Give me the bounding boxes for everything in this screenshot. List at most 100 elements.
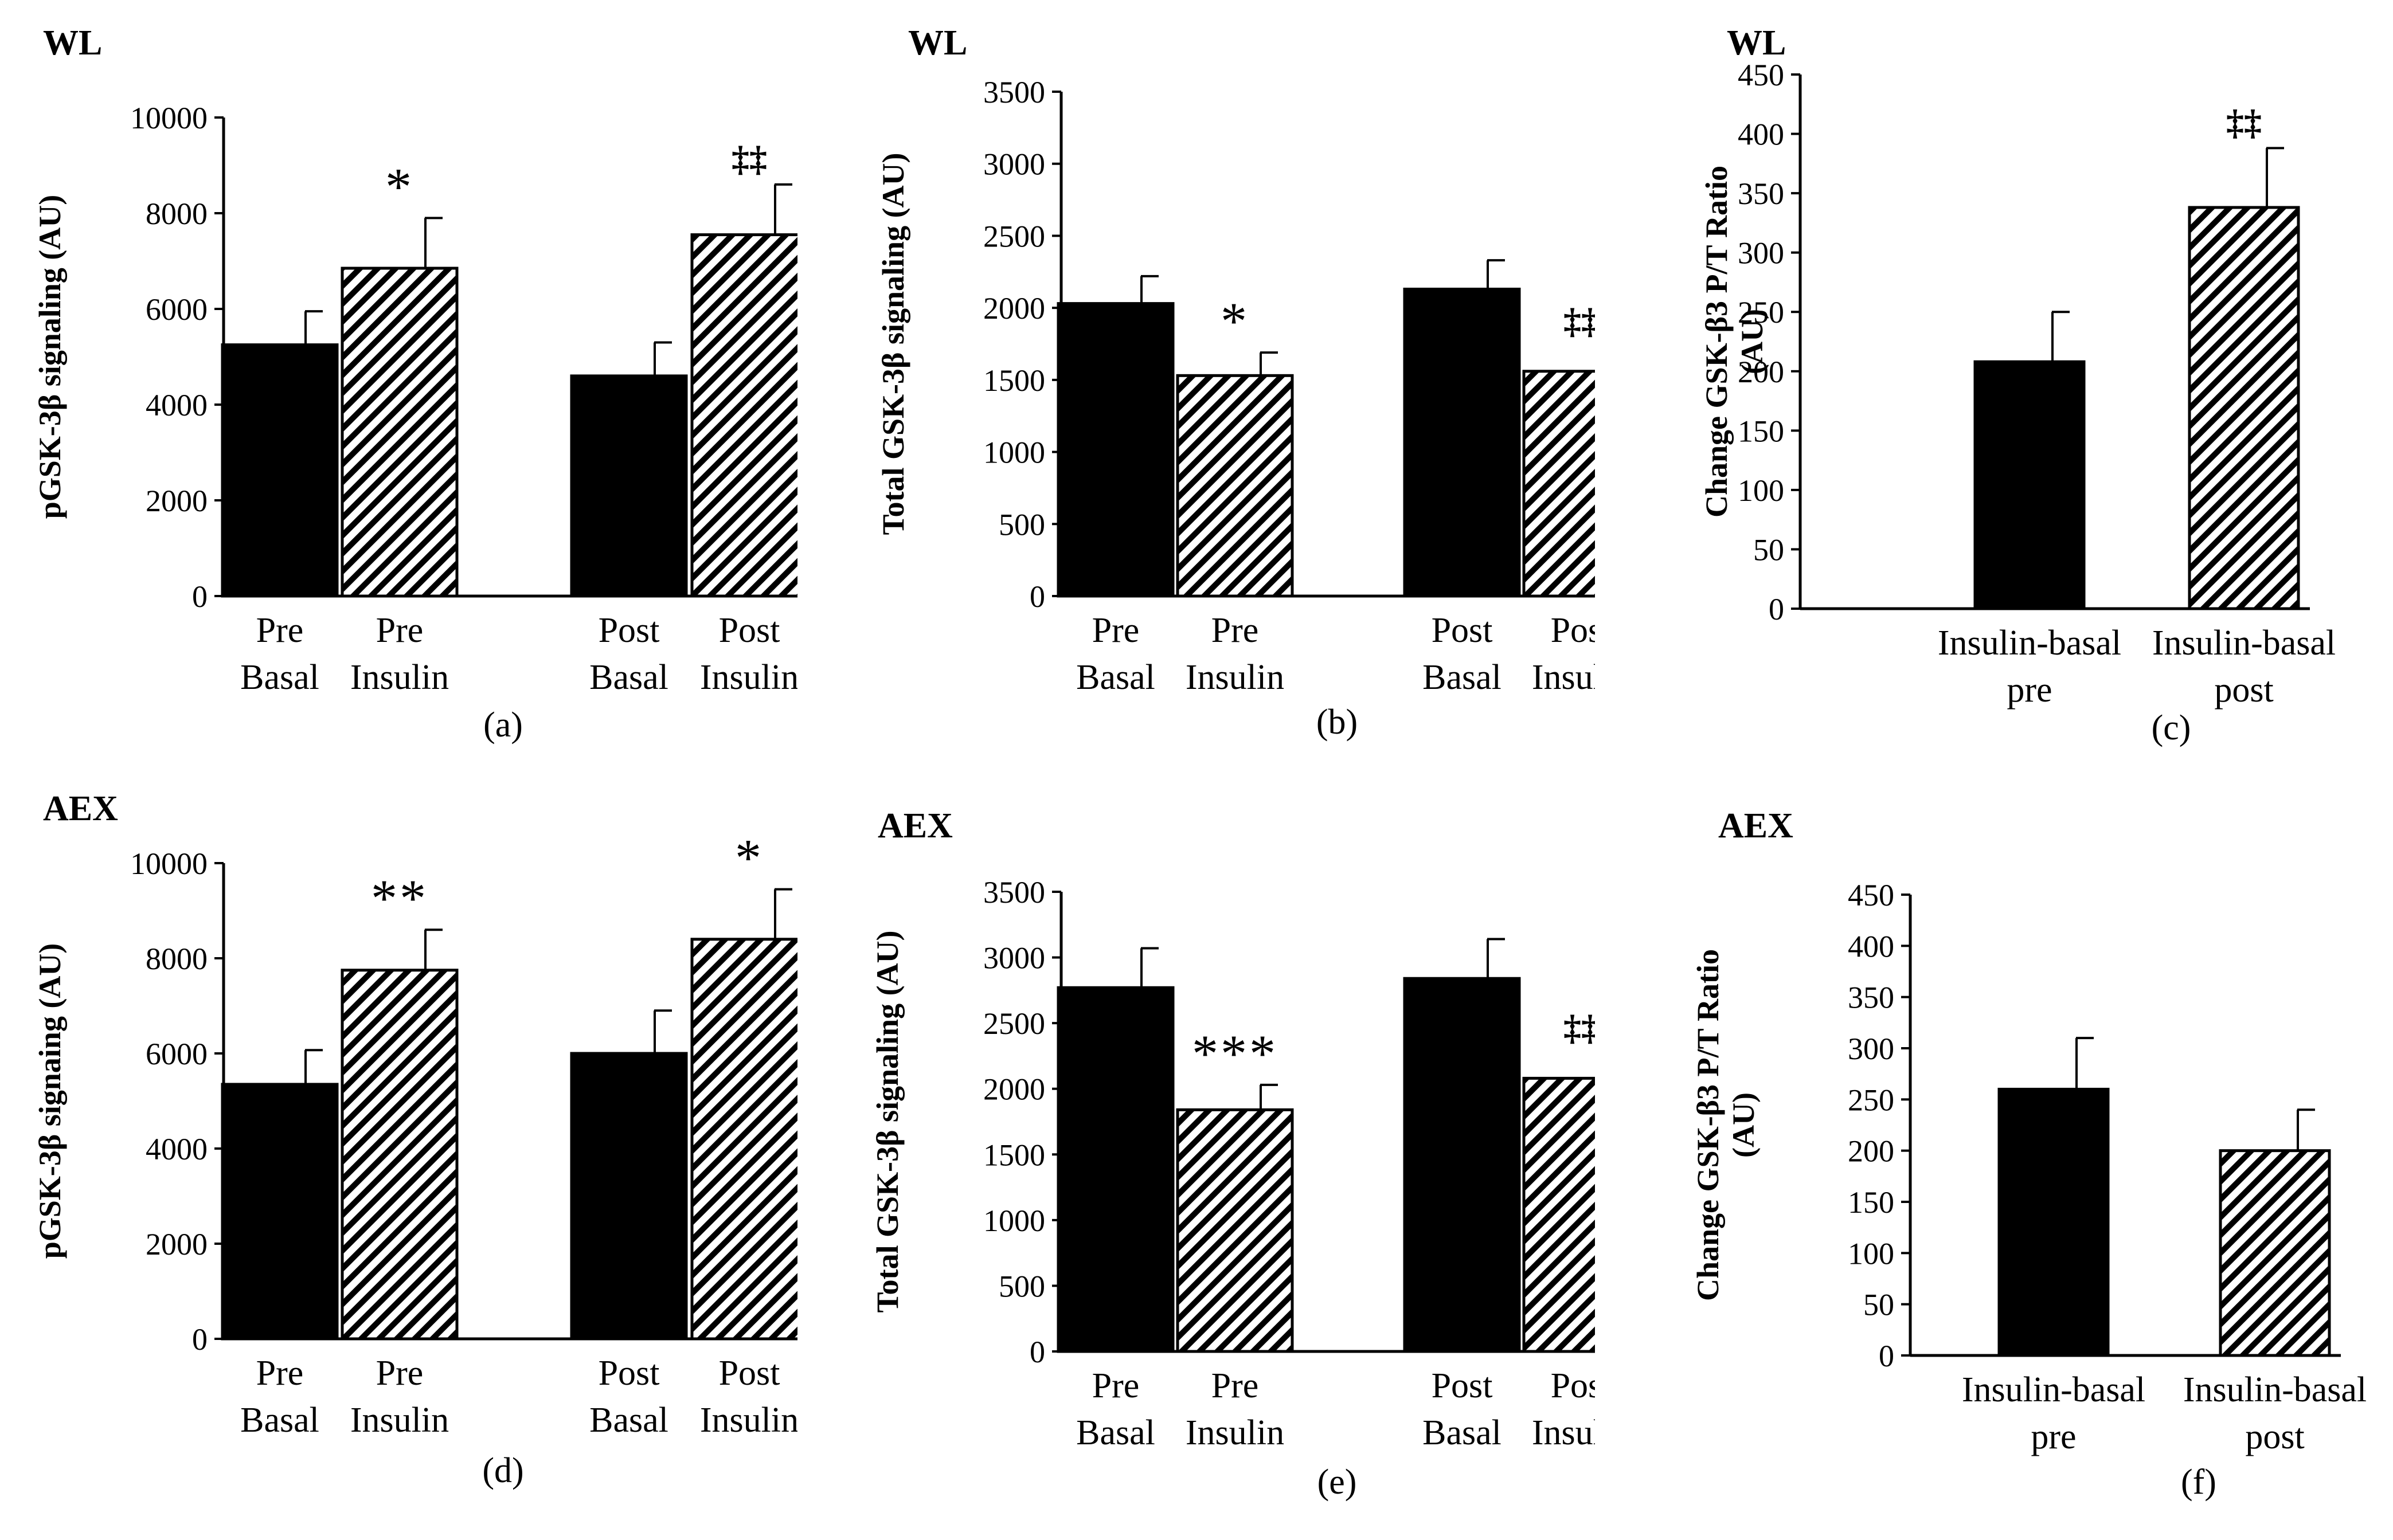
y-axis-title: (AU) bbox=[1726, 1092, 1761, 1158]
bar bbox=[221, 1083, 339, 1341]
y-tick-label: 4000 bbox=[146, 388, 208, 422]
bar bbox=[1057, 986, 1175, 1353]
group-title: AEX bbox=[878, 806, 953, 845]
y-tick-label: 0 bbox=[192, 1322, 208, 1357]
x-category-label: Insulin bbox=[350, 1401, 449, 1440]
x-category-label: Post bbox=[599, 1354, 660, 1393]
panel-f: AEX 0 50 100 150 200 250 300 350 400 450 Change GSK… bbox=[1595, 769, 2392, 1537]
chart-svg: AEX 0 500 1000 1500 2000 2500 3000 3500 Total GSK… bbox=[870, 806, 1650, 1502]
panel-label: (c) bbox=[2152, 708, 2191, 747]
x-category-label: Basal bbox=[589, 1401, 668, 1440]
x-category-label: Basal bbox=[1076, 658, 1155, 697]
y-tick-label: 0 bbox=[1879, 1339, 1894, 1373]
x-category-label: Insulin bbox=[1532, 658, 1595, 697]
x-category-label: pre bbox=[2031, 1417, 2076, 1456]
y-tick-label: 3000 bbox=[983, 941, 1045, 975]
y-tick-label: 4000 bbox=[146, 1132, 208, 1166]
y-tick-label: 1000 bbox=[983, 1204, 1045, 1238]
y-tick-label: 300 bbox=[1738, 236, 1784, 271]
group-title: AEX bbox=[1718, 806, 1793, 845]
panel-label: (f) bbox=[2181, 1463, 2216, 1502]
y-tick-label: 200 bbox=[1848, 1134, 1894, 1169]
x-category-label: Insulin bbox=[350, 658, 449, 697]
x-category-label: Pre bbox=[1211, 611, 1259, 650]
y-tick-label: 3000 bbox=[983, 147, 1045, 182]
y-tick-label: 0 bbox=[192, 579, 208, 614]
x-category-label: Basal bbox=[589, 658, 668, 697]
x-category-label: Basal bbox=[1422, 658, 1502, 697]
x-category-label: post bbox=[2214, 671, 2273, 710]
y-tick-label: 2000 bbox=[983, 1072, 1045, 1107]
significance-marker: ‡‡ bbox=[1563, 302, 1595, 341]
y-tick-label: 50 bbox=[1863, 1288, 1894, 1322]
y-tick-label: 2500 bbox=[983, 1006, 1045, 1041]
bar bbox=[341, 267, 459, 598]
x-category-label: Insulin-basal bbox=[2183, 1370, 2367, 1409]
panel-d: AEX 0 2000 4000 6000 8000 10000 pGSK-3β signain… bbox=[0, 769, 818, 1537]
chart-svg: WL 0 50 100 150 200 250 300 350 400 450 Change GSK-… bbox=[1699, 23, 2336, 747]
panel-e: AEX 0 500 1000 1500 2000 2500 3000 3500 Total GSK… bbox=[797, 769, 1650, 1537]
x-category-label: Insulin-basal bbox=[1962, 1370, 2145, 1409]
bar bbox=[221, 343, 339, 598]
y-tick-label: 200 bbox=[1738, 355, 1784, 389]
x-category-label: Insulin bbox=[1532, 1413, 1595, 1452]
y-tick-label: 6000 bbox=[146, 292, 208, 327]
panel-label: (b) bbox=[1316, 703, 1358, 742]
x-category-label: Pre bbox=[1092, 611, 1140, 650]
bar bbox=[1403, 287, 1521, 598]
x-category-label: Pre bbox=[376, 1354, 424, 1393]
panel-b: WL 0 500 1000 1500 2000 2500 3000 3500 Total GSK-… bbox=[797, 0, 1650, 769]
y-tick-label: 250 bbox=[1848, 1083, 1894, 1117]
bar bbox=[690, 233, 808, 598]
x-category-label: Post bbox=[1432, 611, 1493, 650]
significance-marker: *** bbox=[1192, 1024, 1278, 1083]
y-tick-label: 2000 bbox=[146, 484, 208, 518]
x-category-label: Post bbox=[1551, 1366, 1595, 1405]
y-axis-title: Total GSK-3β signaling (AU) bbox=[870, 930, 905, 1312]
y-tick-label: 100 bbox=[1848, 1236, 1894, 1271]
y-tick-label: 250 bbox=[1738, 295, 1784, 330]
bar bbox=[1973, 360, 2086, 610]
group-title: WL bbox=[1727, 23, 1786, 62]
chart-svg: AEX 0 2000 4000 6000 8000 10000 pGSK-3β signain… bbox=[33, 789, 818, 1490]
bar bbox=[2219, 1149, 2331, 1357]
bar bbox=[1176, 374, 1294, 598]
group-title: WL bbox=[43, 23, 102, 62]
y-tick-label: 1000 bbox=[983, 436, 1045, 470]
panel-c: WL 0 50 100 150 200 250 300 350 400 450 Change GSK-… bbox=[1595, 0, 2392, 769]
y-tick-label: 10000 bbox=[130, 101, 208, 135]
x-category-label: Pre bbox=[1211, 1366, 1259, 1405]
significance-marker: ‡‡ bbox=[2226, 103, 2262, 142]
y-tick-label: 2000 bbox=[983, 291, 1045, 326]
significance-marker: * bbox=[385, 157, 414, 215]
y-axis-title: pGSK-3β signaling (AU) bbox=[33, 195, 67, 519]
x-category-label: Pre bbox=[376, 611, 424, 650]
y-tick-label: 1500 bbox=[983, 1138, 1045, 1172]
y-tick-label: 350 bbox=[1738, 177, 1784, 211]
group-title: WL bbox=[908, 23, 967, 62]
bar bbox=[570, 374, 688, 598]
panel-a: WL 0 2000 4000 6000 8000 10000 pGSK-3β signalin… bbox=[0, 0, 818, 769]
group-title: AEX bbox=[43, 789, 118, 828]
y-tick-label: 0 bbox=[1769, 592, 1784, 626]
y-tick-label: 6000 bbox=[146, 1037, 208, 1071]
x-category-label: Insulin bbox=[1186, 658, 1284, 697]
y-tick-label: 100 bbox=[1738, 473, 1784, 508]
y-tick-label: 0 bbox=[1030, 1335, 1045, 1369]
y-tick-label: 3500 bbox=[983, 875, 1045, 910]
y-tick-label: 8000 bbox=[146, 197, 208, 231]
y-axis-title: Change GSK-β3 P/T Ratio bbox=[1699, 166, 1734, 518]
bar bbox=[1997, 1087, 2110, 1357]
panel-label: (a) bbox=[483, 706, 523, 744]
x-category-label: Basal bbox=[240, 658, 319, 697]
x-category-label: Post bbox=[719, 611, 780, 650]
x-category-label: pre bbox=[2007, 671, 2052, 710]
bar bbox=[1522, 1076, 1640, 1353]
bar bbox=[1522, 370, 1640, 598]
y-tick-label: 50 bbox=[1753, 532, 1784, 567]
x-category-label: Insulin bbox=[1186, 1413, 1284, 1452]
x-category-label: Post bbox=[599, 611, 660, 650]
x-category-label: Pre bbox=[256, 1354, 304, 1393]
bar bbox=[2188, 206, 2300, 610]
y-tick-label: 350 bbox=[1848, 981, 1894, 1015]
